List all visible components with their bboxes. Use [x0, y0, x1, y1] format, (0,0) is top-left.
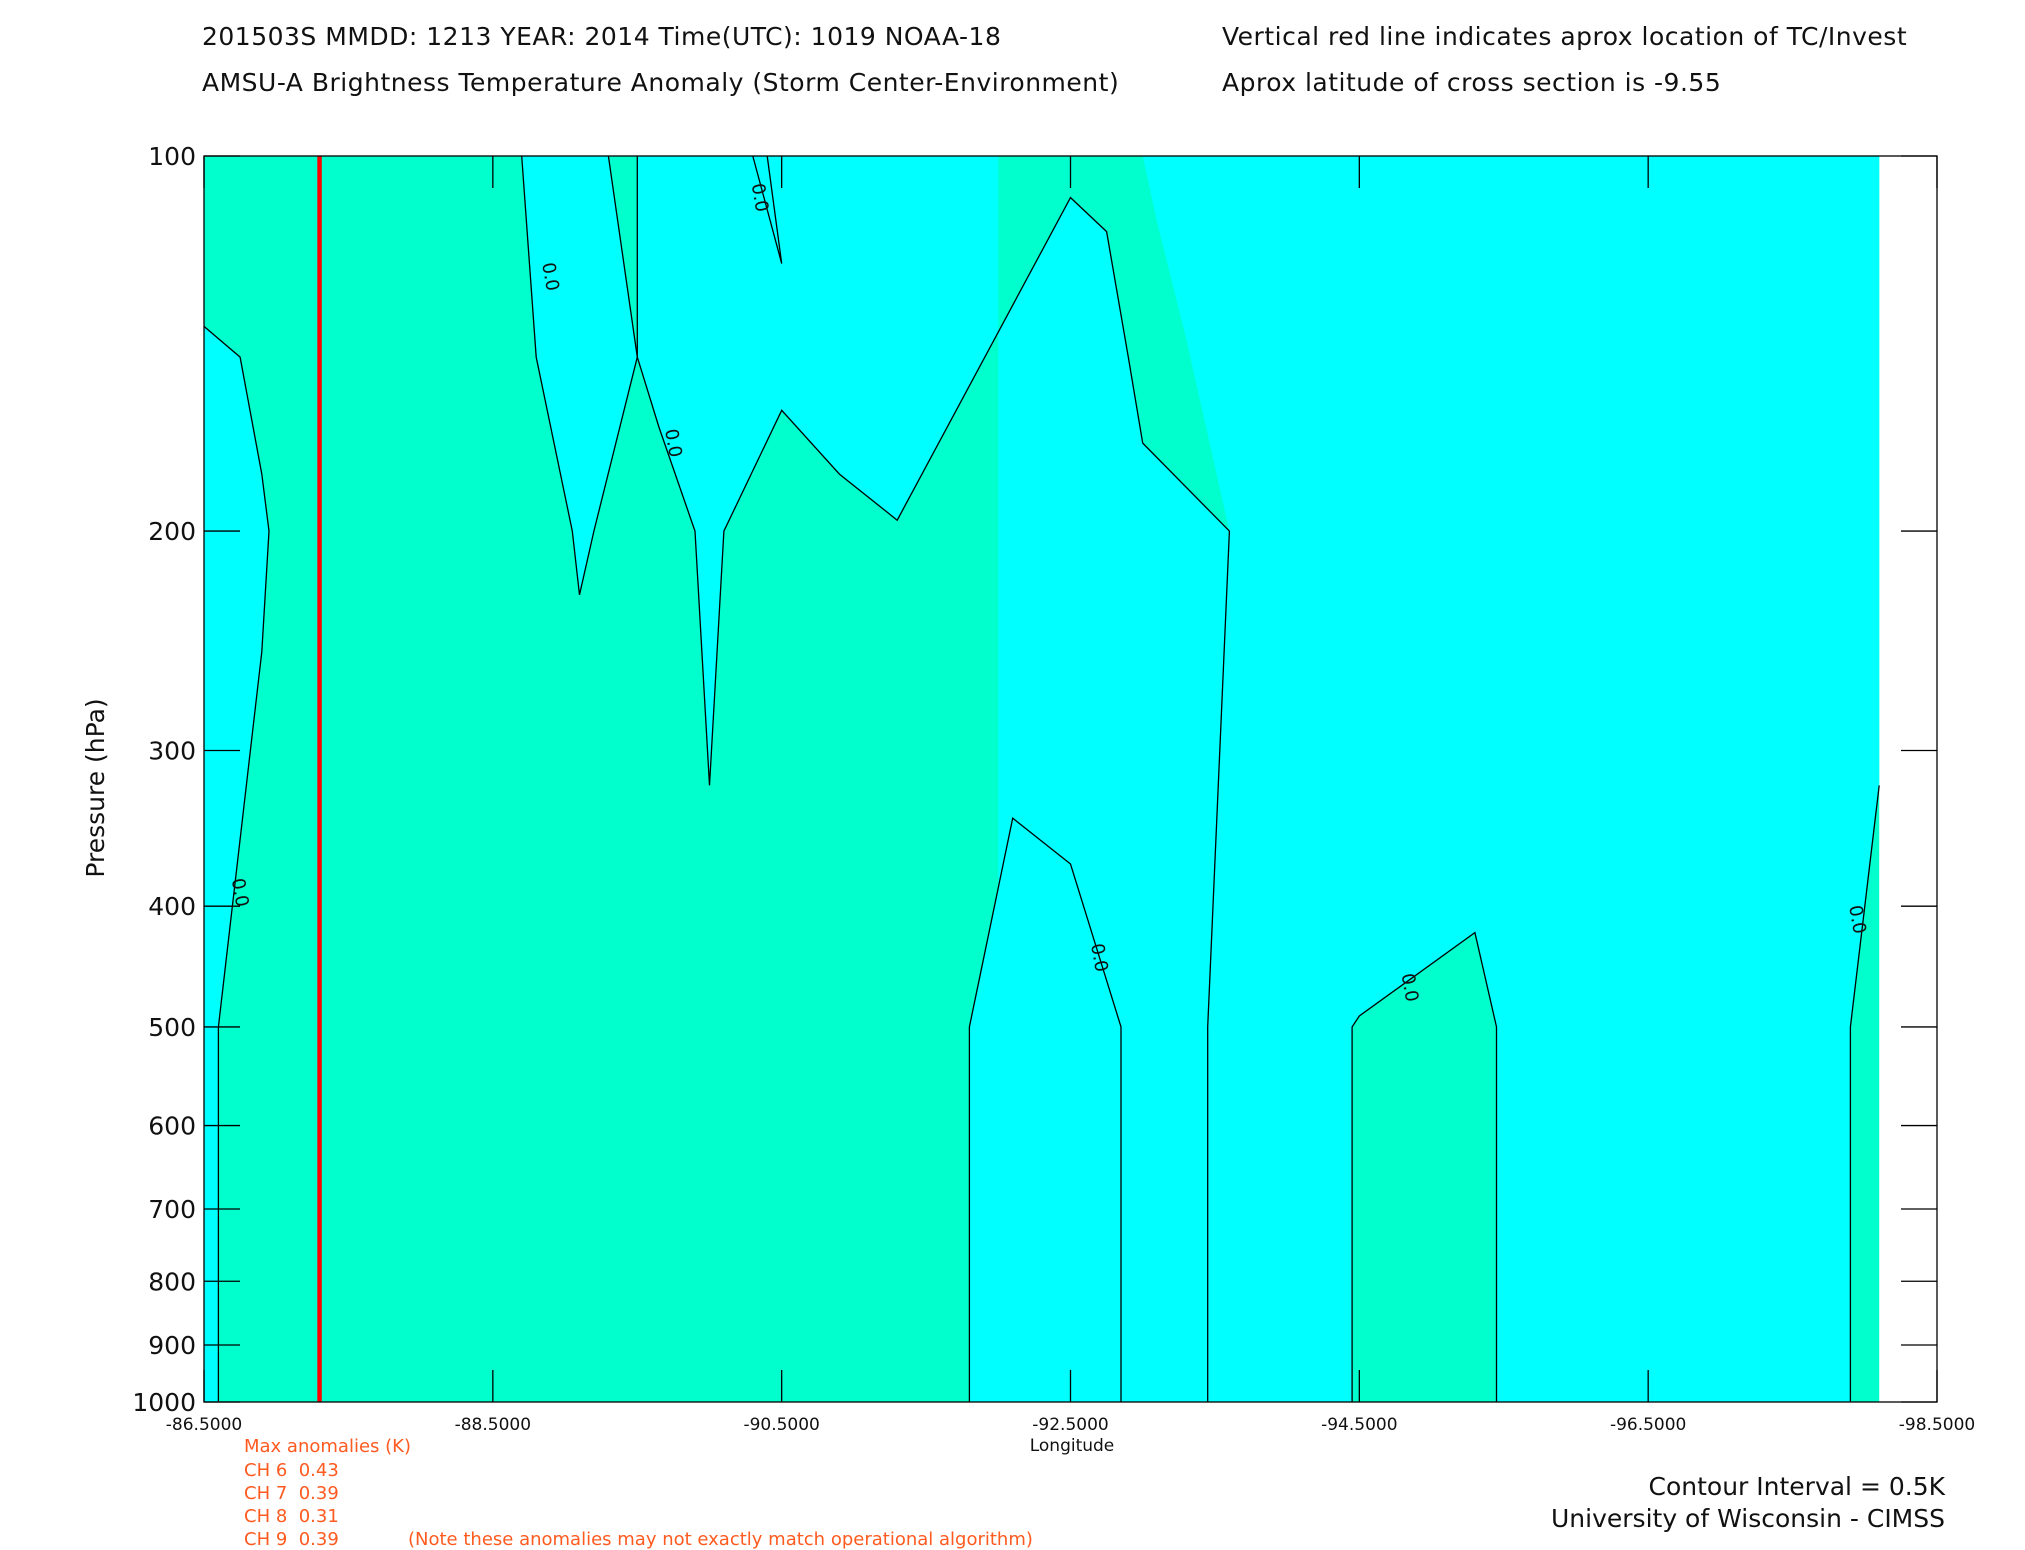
channel-value: 0.31	[298, 1506, 339, 1527]
header-line2-right: Aprox latitude of cross section is -9.55	[1222, 68, 1722, 97]
max-anomaly-ch7: CH 7 0.39	[244, 1483, 339, 1504]
credit: University of Wisconsin - CIMSS	[1551, 1504, 1945, 1533]
y-tick-label: 700	[148, 1195, 196, 1224]
negative-anomaly-region	[738, 156, 782, 264]
header-line2-left: AMSU-A Brightness Temperature Anomaly (S…	[202, 68, 1120, 97]
channel-value: 0.39	[298, 1483, 339, 1504]
max-anomaly-ch9: CH 9 0.39	[244, 1529, 339, 1550]
contour-label: 0.0	[1397, 972, 1423, 1004]
y-tick-label: 200	[148, 517, 196, 546]
zero-contour-line	[968, 817, 1122, 1402]
channel-label: CH 6	[244, 1460, 288, 1481]
contour-label: 0.0	[227, 877, 253, 909]
negative-anomaly-region	[1142, 156, 1880, 1402]
anomaly-note: (Note these anomalies may not exactly ma…	[408, 1529, 1033, 1550]
x-tick-label: -90.5000	[743, 1415, 819, 1435]
contour-label: 0.0	[747, 182, 773, 214]
channel-label: CH 7	[244, 1483, 288, 1504]
y-tick-label: 100	[148, 142, 196, 171]
contour-label: 0.0	[1844, 904, 1870, 936]
y-tick-label: 400	[148, 892, 196, 921]
negative-anomaly-region	[204, 326, 269, 1402]
channel-value: 0.39	[298, 1529, 339, 1550]
x-tick-label: -94.5000	[1321, 1415, 1397, 1435]
y-tick-label: 500	[148, 1013, 196, 1042]
x-axis-label: Longitude	[1030, 1436, 1115, 1456]
contour-label: 0.0	[1086, 942, 1112, 974]
max-anomaly-ch8: CH 8 0.31	[244, 1506, 339, 1527]
channel-value: 0.43	[298, 1460, 339, 1481]
contour-interval: Contour Interval = 0.5K	[1648, 1472, 1946, 1501]
x-tick-label: -98.5000	[1899, 1415, 1975, 1435]
zero-contour-line	[752, 155, 783, 264]
contour-label: 0.0	[660, 427, 686, 459]
x-tick-label: -96.5000	[1610, 1415, 1686, 1435]
negative-anomaly-region	[637, 156, 1230, 1402]
max-anomaly-ch6: CH 6 0.43	[244, 1460, 339, 1481]
max-anomalies-title: Max anomalies (K)	[244, 1436, 411, 1457]
cross-section-chart: -86.5000 -88.5000 -90.5000 -92.5000 -94.5000…	[81, 142, 1975, 1456]
contour-label: 0.0	[537, 261, 563, 293]
zero-contour-line	[1849, 785, 1880, 1402]
y-tick-label: 1000	[132, 1388, 196, 1417]
x-tick-label: -86.5000	[166, 1415, 242, 1435]
y-axis-label: Pressure (hPa)	[81, 698, 110, 877]
y-tick-label: 800	[148, 1267, 196, 1296]
channel-label: CH 8	[244, 1506, 288, 1527]
header-line1-left: 201503S MMDD: 1213 YEAR: 2014 Time(UTC):…	[202, 22, 1002, 51]
y-tick-label: 300	[148, 736, 196, 765]
channel-label: CH 9	[244, 1529, 288, 1550]
negative-anomaly-region	[521, 156, 638, 595]
zero-contour-line	[1351, 931, 1498, 1402]
y-tick-label: 900	[148, 1331, 196, 1360]
zero-contour-line	[636, 156, 1231, 1402]
x-tick-label: -88.5000	[455, 1415, 531, 1435]
y-tick-label: 600	[148, 1112, 196, 1141]
x-tick-label: -92.5000	[1032, 1415, 1108, 1435]
header-line1-right: Vertical red line indicates aprox locati…	[1222, 22, 1908, 51]
